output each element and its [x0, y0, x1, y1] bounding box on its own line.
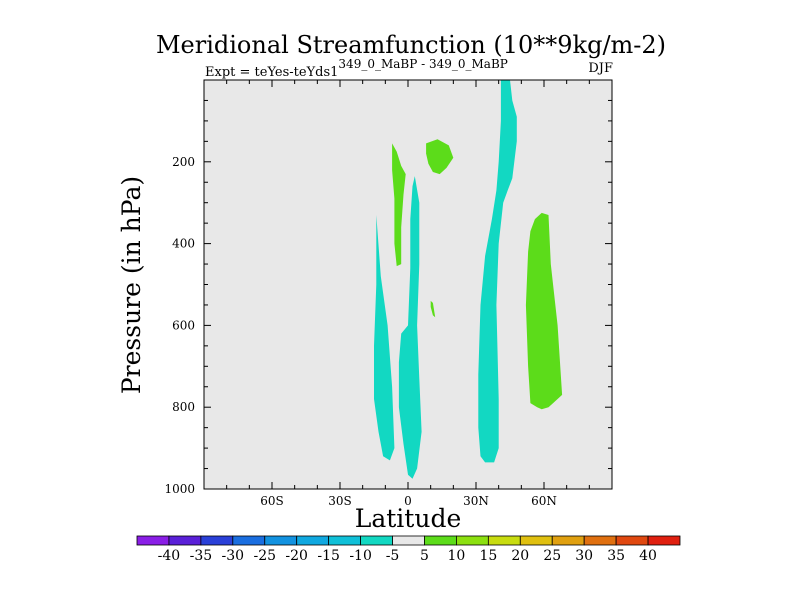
colorbar-level-label: 20 — [511, 548, 529, 564]
colorbar-level-label: 10 — [447, 548, 465, 564]
x-tick-label: 60S — [260, 494, 284, 508]
colorbar-box — [360, 535, 393, 546]
colorbar-level-label: -40 — [158, 548, 181, 564]
contour-regions — [374, 80, 563, 479]
x-tick-label: 30S — [328, 494, 352, 508]
colorbar-level-label: -5 — [386, 548, 400, 564]
contour-small-positive — [430, 300, 436, 318]
colorbar-box — [424, 535, 457, 546]
x-tick-label: 60N — [531, 494, 557, 508]
colorbar-box — [647, 535, 681, 546]
colorbar-box — [583, 535, 617, 546]
colorbar — [136, 535, 681, 546]
colorbar-level-label: -10 — [349, 548, 372, 564]
colorbar-level-label: -15 — [317, 548, 340, 564]
colorbar-box — [487, 535, 521, 546]
chart-title: Meridional Streamfunction (10**9kg/m-2) — [156, 31, 666, 59]
colorbar-level-label: -20 — [285, 548, 308, 564]
colorbar-box — [519, 535, 553, 546]
colorbar-level-label: 30 — [575, 548, 593, 564]
colorbar-level-label: 15 — [479, 548, 497, 564]
experiment-label: Expt = teYes-teYds1349_0_MaBP - 349_0_Ma… — [205, 57, 508, 80]
contour-nh-polar-positive — [525, 212, 563, 410]
colorbar-level-label: 40 — [639, 548, 657, 564]
colorbar-box — [136, 535, 170, 546]
y-tick-label: 600 — [172, 318, 195, 332]
x-tick-label: 0 — [404, 494, 412, 508]
contour-nh-mid-negative — [478, 80, 517, 463]
contour-nh-upper-positive — [426, 139, 454, 175]
colorbar-box — [392, 535, 425, 546]
colorbar-box — [456, 535, 489, 546]
colorbar-level-label: -35 — [190, 548, 213, 564]
experiment-label-text: Expt = teYes-teYds1 — [205, 65, 338, 80]
colorbar-box — [232, 535, 266, 546]
colorbar-box — [615, 535, 649, 546]
colorbar-level-label: -25 — [253, 548, 276, 564]
colorbar-level-label: 35 — [607, 548, 625, 564]
x-tick-label: 30N — [463, 494, 489, 508]
colorbar-box — [328, 535, 361, 546]
colorbar-box — [168, 535, 202, 546]
colorbar-level-label: 5 — [420, 548, 429, 564]
axis-tick-labels: 60S 30S 0 30N 60N 200 400 600 800 1000 — [164, 155, 556, 508]
y-tick-label: 400 — [172, 237, 195, 251]
y-tick-label: 800 — [172, 400, 195, 414]
x-axis-label: Latitude — [355, 504, 462, 533]
y-tick-label: 200 — [172, 155, 195, 169]
contour-sh-upper-positive — [392, 143, 406, 267]
colorbar-level-label: 25 — [543, 548, 561, 564]
axis-ticks — [204, 80, 612, 490]
contour-equatorial-negative — [398, 176, 422, 479]
colorbar-box — [296, 535, 330, 546]
colorbar-box — [200, 535, 234, 546]
colorbar-labels: -40 -35 -30 -25 -20 -15 -10 -5 5 10 15 20 25 30 35 40 — [158, 548, 657, 564]
colorbar-level-label: -30 — [222, 548, 245, 564]
y-tick-label: 1000 — [164, 482, 195, 496]
experiment-label-superscript: 349_0_MaBP - 349_0_MaBP — [338, 57, 507, 71]
season-label: DJF — [588, 61, 613, 76]
y-axis-label: Pressure (in hPa) — [117, 176, 146, 394]
contour-sh-tropical-negative — [374, 215, 395, 461]
colorbar-box — [551, 535, 585, 546]
colorbar-box — [264, 535, 298, 546]
